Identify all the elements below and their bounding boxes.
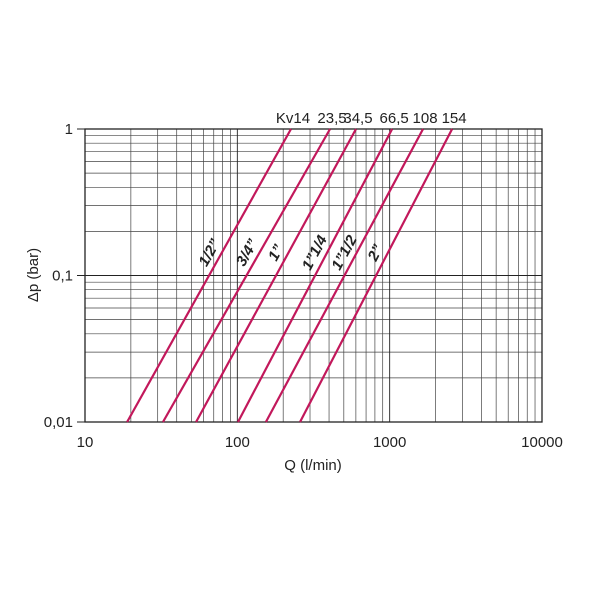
- y-tick-label: 1: [65, 121, 73, 138]
- x-tick-label: 10: [77, 434, 94, 451]
- kv-label: 154: [442, 110, 467, 127]
- series-line: [237, 128, 394, 423]
- series-line: [162, 128, 331, 423]
- series-line: [264, 128, 425, 423]
- kv-label: 23,5: [317, 110, 346, 127]
- kv-label: 34,5: [343, 110, 372, 127]
- x-tick-label: 1000: [373, 434, 406, 451]
- y-tick-label: 0,1: [52, 268, 73, 285]
- kv-label: Kv14: [276, 110, 310, 127]
- series-line: [299, 128, 454, 423]
- y-axis-label: Δp (bar): [25, 248, 42, 302]
- series-line: [126, 128, 292, 423]
- x-tick-label: 100: [225, 434, 250, 451]
- series-label: 1”: [265, 241, 288, 263]
- x-tick-label: 10000: [521, 434, 563, 451]
- y-tick-label: 0,01: [44, 414, 73, 431]
- kv-label: 108: [413, 110, 438, 127]
- series-label: 2”: [364, 242, 387, 265]
- series-line: [195, 128, 357, 423]
- plot-frame: [84, 128, 543, 423]
- kv-label: 66,5: [380, 110, 409, 127]
- x-axis-label: Q (l/min): [284, 457, 342, 474]
